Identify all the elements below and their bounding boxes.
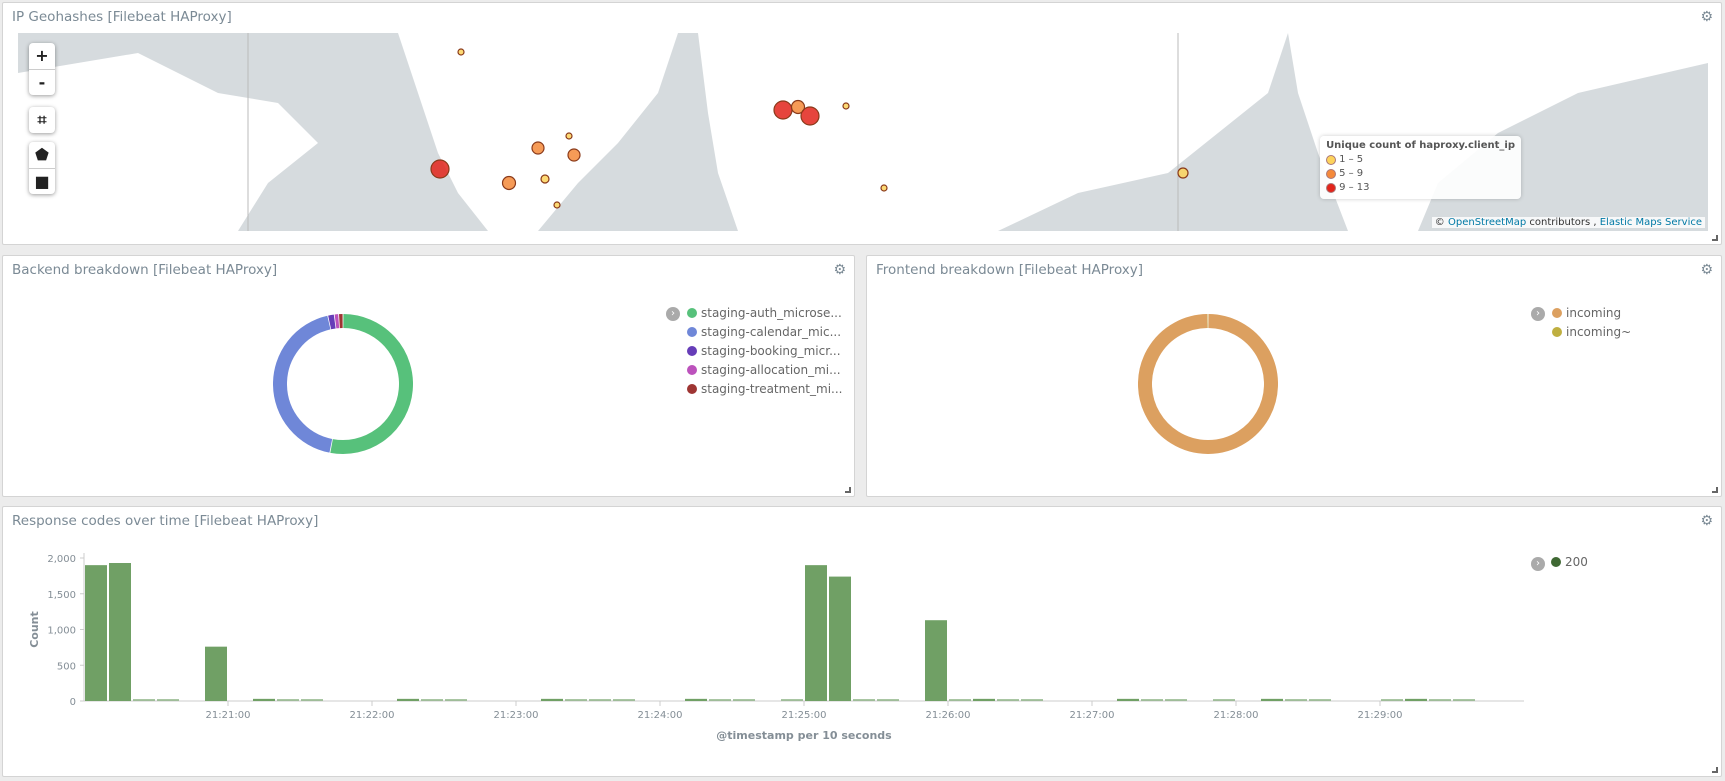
bar[interactable] [1453,699,1475,701]
bar[interactable] [805,565,827,701]
x-tick-label: 21:22:00 [350,710,395,721]
chart-legend: 200 [1551,552,1588,571]
bar[interactable] [157,699,179,701]
bar[interactable] [565,699,587,701]
bar[interactable] [421,699,443,701]
bar[interactable] [997,699,1019,701]
bar[interactable] [1213,699,1235,701]
y-tick-label: 500 [57,661,76,672]
bar[interactable] [781,699,803,701]
bar[interactable] [925,620,947,701]
legend-label: 200 [1565,555,1588,569]
legend-dot [1551,557,1561,567]
x-tick-label: 21:23:00 [494,710,539,721]
bar[interactable] [1117,699,1139,701]
bar[interactable] [541,699,563,701]
bar[interactable] [277,699,299,701]
bar[interactable] [1429,699,1451,701]
y-tick-label: 2,000 [47,554,76,565]
bar[interactable] [1141,699,1163,701]
legend-item[interactable]: 200 [1551,552,1588,571]
x-tick-label: 21:29:00 [1358,710,1403,721]
y-axis-label: Count [28,611,41,648]
x-tick-label: 21:21:00 [206,710,251,721]
x-tick-label: 21:24:00 [638,710,683,721]
bar[interactable] [1285,699,1307,701]
bar[interactable] [829,577,851,701]
bar[interactable] [853,699,875,701]
bar[interactable] [133,699,155,701]
bar[interactable] [1021,699,1043,701]
bar[interactable] [1165,699,1187,701]
x-axis-label: @timestamp per 10 seconds [716,729,892,742]
bar[interactable] [973,699,995,701]
x-tick-label: 21:26:00 [926,710,971,721]
bar[interactable] [397,699,419,701]
x-tick-label: 21:28:00 [1214,710,1259,721]
bar[interactable] [877,699,899,701]
resize-handle[interactable] [1712,767,1718,773]
y-tick-label: 1,000 [47,626,76,637]
bar[interactable] [613,699,635,701]
bar[interactable] [1405,699,1427,701]
bar[interactable] [445,699,467,701]
x-tick-label: 21:25:00 [782,710,827,721]
bar[interactable] [205,647,227,701]
bar[interactable] [733,699,755,701]
bar[interactable] [709,699,731,701]
bar[interactable] [253,699,275,701]
legend-toggle[interactable]: › [1531,557,1545,571]
bar[interactable] [949,699,971,701]
bar[interactable] [589,699,611,701]
bar[interactable] [1309,699,1331,701]
bar[interactable] [85,565,107,701]
x-tick-label: 21:27:00 [1070,710,1115,721]
y-tick-label: 0 [70,697,76,708]
y-tick-label: 1,500 [47,590,76,601]
bar[interactable] [1381,699,1403,701]
bar[interactable] [685,699,707,701]
response-codes-panel: Response codes over time [Filebeat HAPro… [2,506,1722,777]
bar[interactable] [1261,699,1283,701]
bar[interactable] [109,563,131,701]
bar[interactable] [301,699,323,701]
